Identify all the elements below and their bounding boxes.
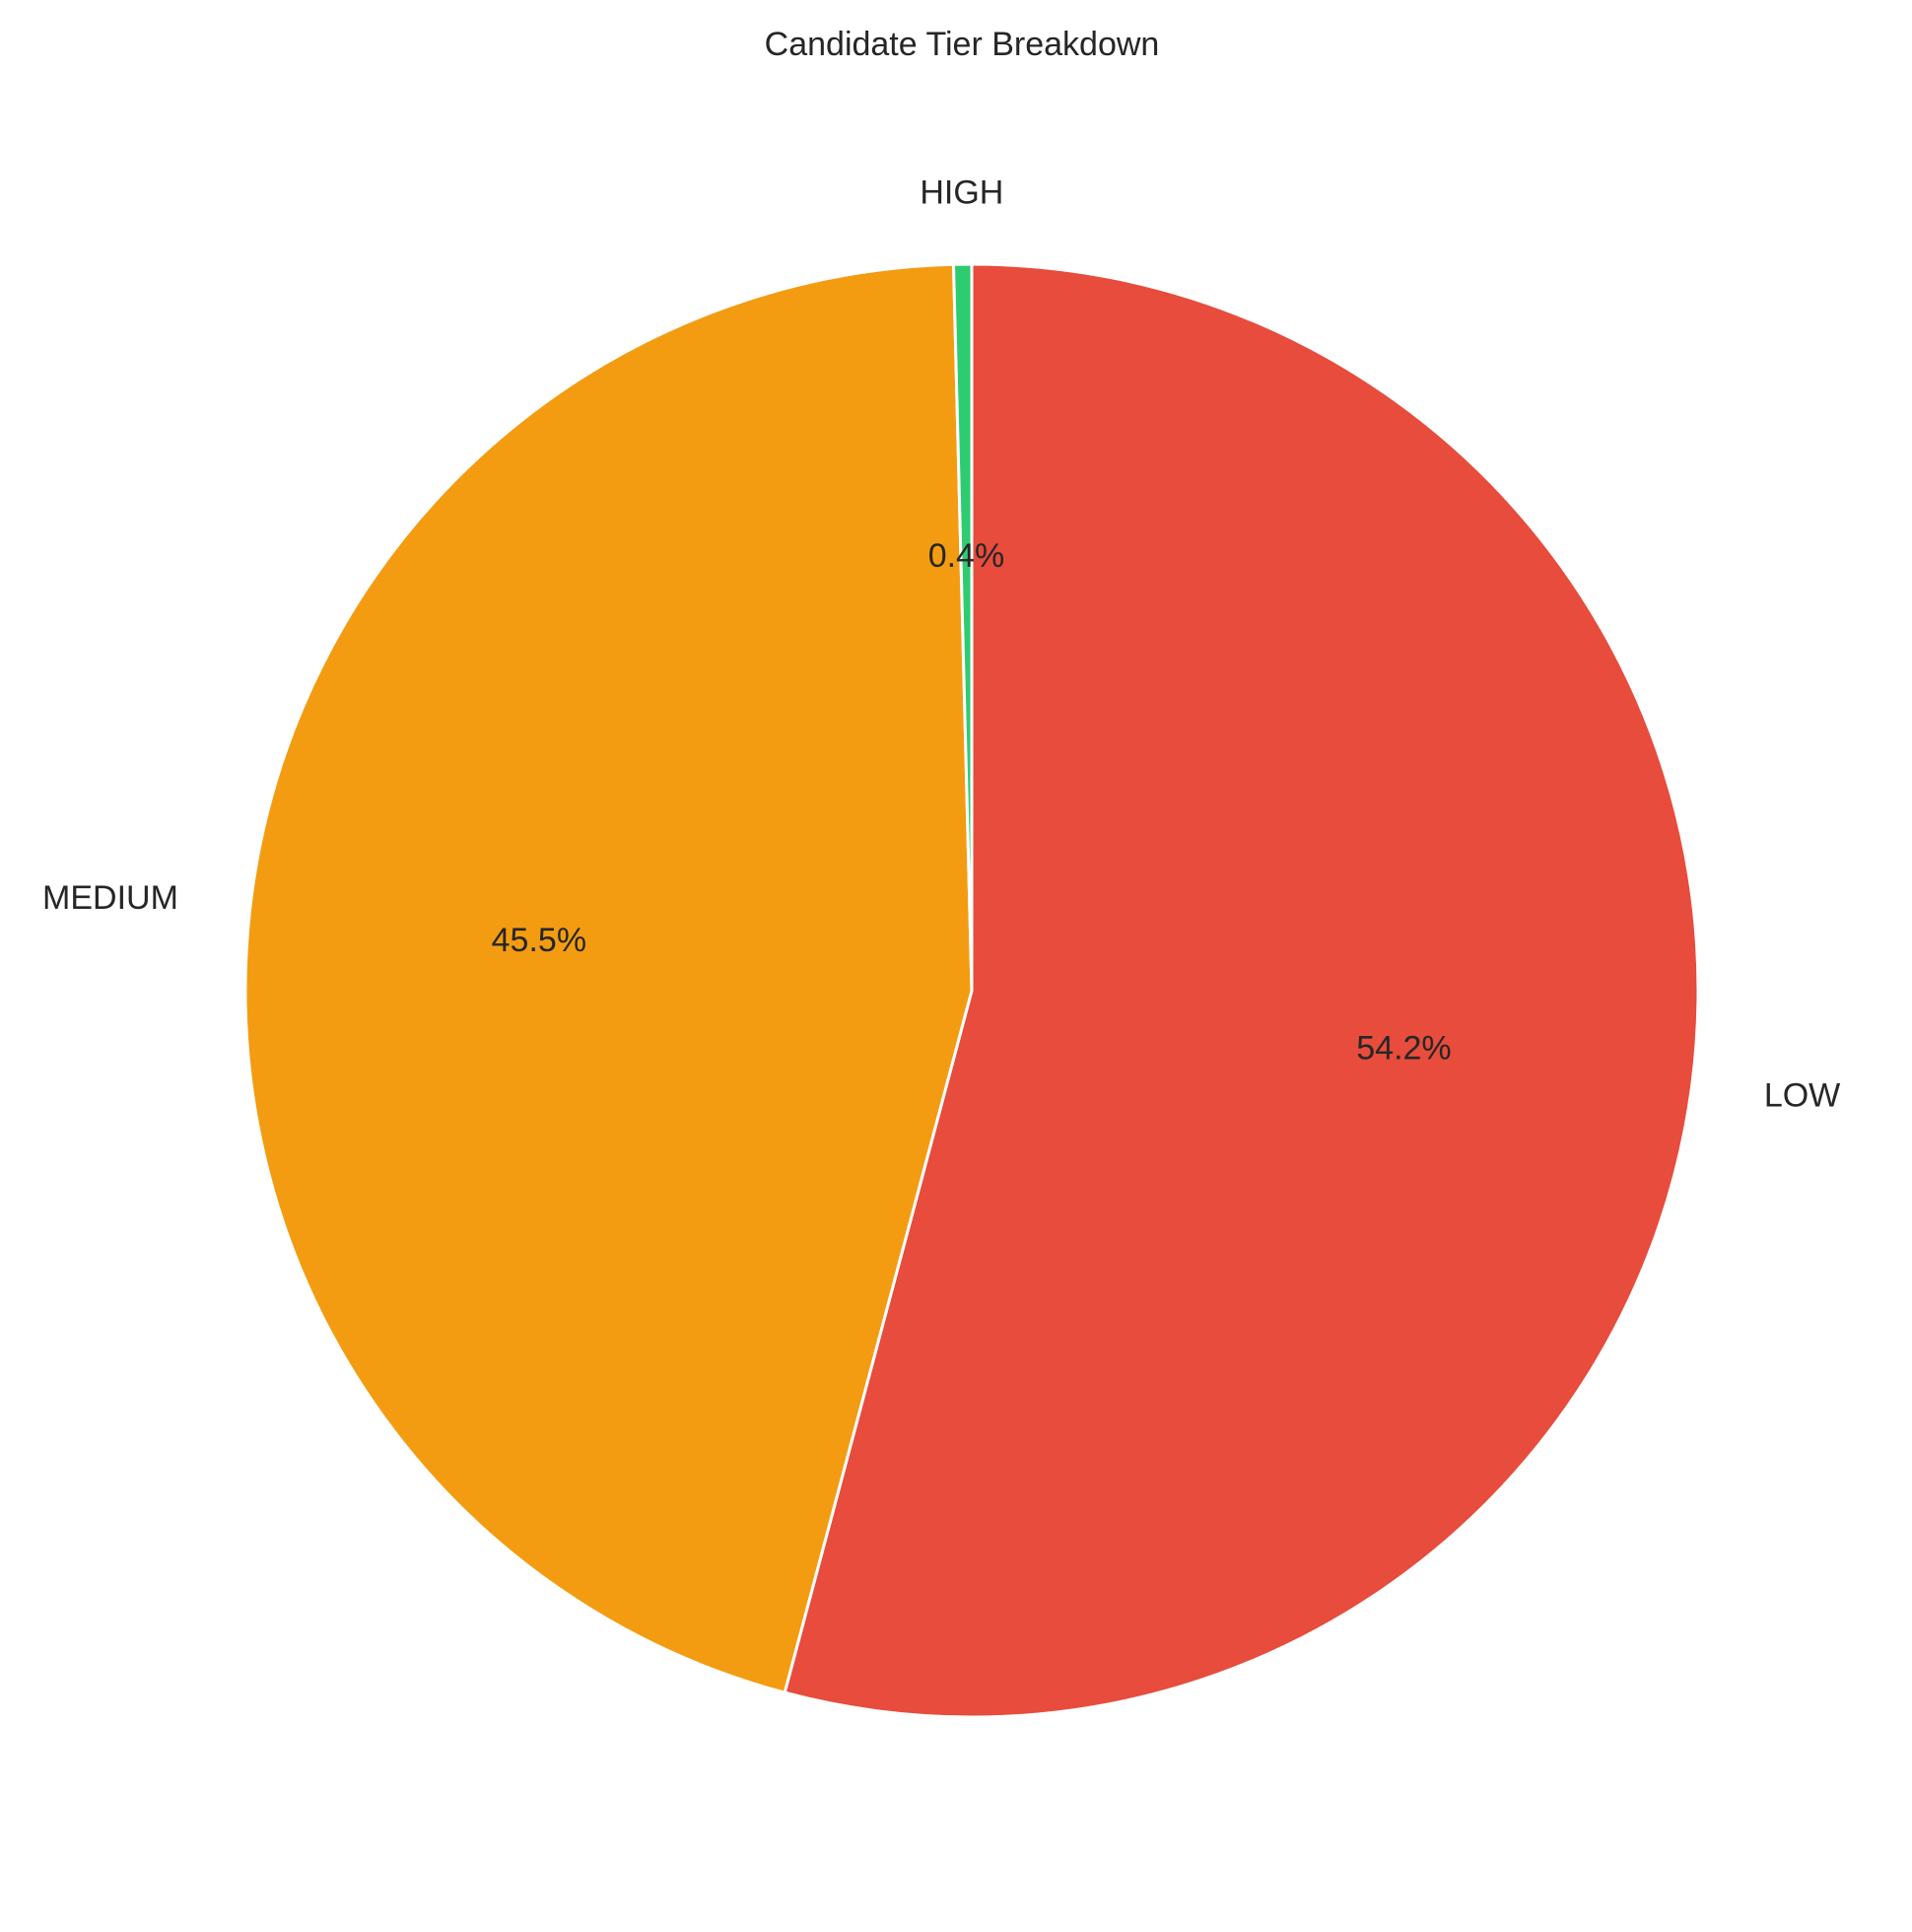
slice-label-high: HIGH [920, 173, 1003, 211]
pie-slice-medium [243, 262, 974, 1694]
chart-title: Candidate Tier Breakdown [765, 26, 1160, 63]
slice-pct-medium: 45.5% [492, 922, 586, 959]
pie-slice-low [783, 262, 1700, 1719]
slice-label-low: LOW [1764, 1076, 1840, 1114]
pie-slice-high [951, 262, 974, 992]
slice-pct-low: 54.2% [1356, 1029, 1451, 1067]
slice-pct-high: 0.4% [928, 537, 1005, 575]
slice-label-medium: MEDIUM [42, 879, 178, 917]
